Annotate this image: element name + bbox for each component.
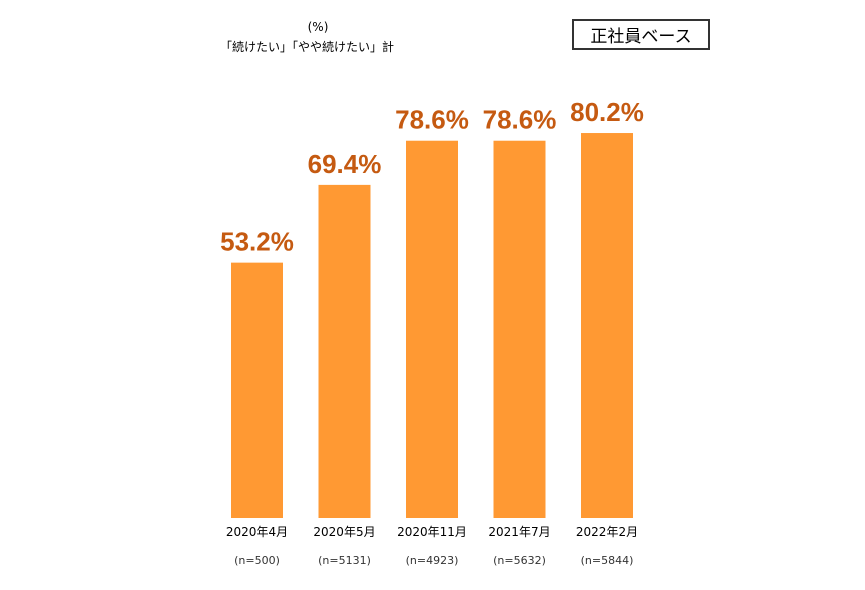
category-label-5: 2022年2月 [576,525,638,539]
bar-5 [581,133,633,519]
value-label-2: 69.4% [308,149,382,179]
sample-size-label-2: (n=5131) [318,554,371,567]
chart-note: 「続けたい」「やや続けたい」計 [220,40,395,54]
sample-size-label-4: (n=5632) [493,554,546,567]
bar-1 [231,262,283,518]
base-label: 正社員ベース [590,27,692,47]
unit-label: (%) [307,20,329,34]
sample-size-label-5: (n=5844) [581,554,634,567]
bar-2 [318,184,371,518]
bar-3 [406,140,458,518]
category-label-2: 2020年5月 [313,525,375,539]
bar-4 [493,140,546,518]
sample-size-label-1: (n=500) [234,554,280,567]
base-label-box: 正社員ベース [572,19,710,50]
value-label-5: 80.2% [570,97,644,127]
category-label-1: 2020年4月 [226,525,288,539]
value-label-4: 78.6% [483,105,557,135]
category-label-3: 2020年11月 [397,525,467,539]
category-label-4: 2021年7月 [488,525,550,539]
value-label-1: 53.2% [220,227,294,257]
value-label-3: 78.6% [395,105,469,135]
sample-size-label-3: (n=4923) [406,554,459,567]
